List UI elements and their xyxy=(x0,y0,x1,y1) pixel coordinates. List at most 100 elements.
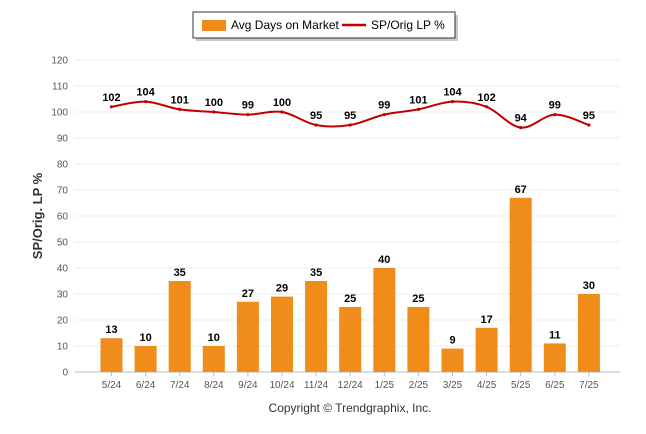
line-value-label: 99 xyxy=(378,100,390,112)
y-axis-ticks: 0 10 20 30 40 50 60 70 80 90 100 110 120 xyxy=(51,56,68,379)
x-tick-label: 5/24 xyxy=(102,380,122,391)
x-tick-label: 1/25 xyxy=(375,380,395,391)
line-point xyxy=(280,110,284,114)
y-tick-label: 60 xyxy=(57,212,69,223)
line-point xyxy=(382,113,386,117)
x-tick-label: 2/25 xyxy=(409,380,429,391)
line-point xyxy=(212,110,216,114)
bar xyxy=(271,296,293,372)
line-value-label: 99 xyxy=(242,100,254,112)
bar xyxy=(202,346,225,372)
line-value-label: 102 xyxy=(102,92,120,104)
x-tick-label: 3/25 xyxy=(443,380,463,391)
y-tick-label: 70 xyxy=(57,186,69,197)
line-data-labels: 102 104 101 100 99 100 95 95 99 101 104 102 94 99 95 xyxy=(102,87,595,125)
x-tick-label: 9/24 xyxy=(238,380,258,391)
line-point xyxy=(416,107,420,111)
line-value-label: 94 xyxy=(515,113,528,125)
bar xyxy=(305,281,328,372)
y-tick-label: 30 xyxy=(57,290,69,301)
line-point xyxy=(587,123,591,127)
legend-swatch-bar xyxy=(202,20,226,31)
x-tick-label: 10/24 xyxy=(269,380,294,391)
line-value-label: 104 xyxy=(443,87,462,99)
bar xyxy=(577,294,600,372)
x-tick-label: 12/24 xyxy=(338,380,363,391)
line-value-label: 101 xyxy=(409,94,427,106)
x-tick-label: 8/24 xyxy=(204,380,224,391)
bar xyxy=(407,307,430,372)
line-value-label: 101 xyxy=(171,94,189,106)
y-tick-label: 110 xyxy=(52,82,68,93)
line-value-label: 95 xyxy=(310,110,322,122)
line-point xyxy=(553,113,557,117)
y-tick-label: 90 xyxy=(57,134,69,145)
bar xyxy=(236,301,259,372)
line-point xyxy=(348,123,352,127)
line-value-label: 95 xyxy=(583,110,595,122)
x-tick-label: 11/24 xyxy=(304,380,329,391)
bar-value-label: 67 xyxy=(515,184,527,196)
x-tick-label: 6/25 xyxy=(545,380,565,391)
bar-value-label: 10 xyxy=(208,332,220,344)
line-value-label: 100 xyxy=(205,97,223,109)
bar-value-label: 40 xyxy=(378,254,390,266)
line-series xyxy=(109,100,591,130)
legend-box xyxy=(192,11,456,39)
y-tick-label: 0 xyxy=(62,368,68,379)
bar-value-label: 29 xyxy=(276,283,288,295)
bar xyxy=(441,348,464,372)
bar xyxy=(168,281,191,372)
y-axis-label: SP/Orig. LP % xyxy=(30,172,45,259)
bar-series xyxy=(100,197,600,372)
line-point xyxy=(109,105,114,109)
bar-value-label: 11 xyxy=(549,329,561,341)
bar xyxy=(509,197,532,372)
bar xyxy=(373,268,396,372)
line-point xyxy=(314,123,318,127)
x-tick-label: 5/25 xyxy=(511,380,531,391)
bar-value-label: 13 xyxy=(105,324,117,336)
bar-value-label: 35 xyxy=(174,267,186,279)
line-point xyxy=(519,126,523,130)
bar xyxy=(543,343,566,372)
bar xyxy=(134,346,157,372)
y-tick-label: 100 xyxy=(51,108,68,119)
legend-label-line: SP/Orig LP % xyxy=(371,18,445,32)
legend-label-bar: Avg Days on Market xyxy=(231,18,339,32)
bar-value-label: 30 xyxy=(583,280,595,292)
x-tick-label: 7/24 xyxy=(170,380,190,391)
bar-value-label: 9 xyxy=(449,335,455,347)
y-tick-label: 20 xyxy=(57,316,69,327)
line-point xyxy=(178,107,182,111)
bar xyxy=(100,338,123,372)
line-point xyxy=(450,100,455,104)
y-tick-label: 120 xyxy=(51,56,68,67)
bar-value-label: 35 xyxy=(310,267,322,279)
line-value-label: 99 xyxy=(549,100,561,112)
x-axis-ticks: 5/24 6/24 7/24 8/24 9/24 10/24 11/24 12/24 1/25 2… xyxy=(102,372,599,391)
y-tick-label: 10 xyxy=(57,342,69,353)
line-point xyxy=(144,100,148,104)
line-value-label: 100 xyxy=(273,97,291,109)
bar-value-label: 17 xyxy=(480,314,492,326)
bar-value-label: 25 xyxy=(344,293,356,305)
x-tick-label: 4/25 xyxy=(477,380,497,391)
bar-value-label: 25 xyxy=(412,293,424,305)
copyright-footer: Copyright © Trendgraphix, Inc. xyxy=(269,401,432,415)
bar-data-labels: 13 10 35 10 27 29 35 25 40 25 9 17 67 11 30 xyxy=(105,184,595,347)
x-tick-label: 7/25 xyxy=(579,380,599,391)
line-value-label: 104 xyxy=(136,87,155,99)
line-point xyxy=(485,105,489,109)
line-value-label: 95 xyxy=(344,110,356,122)
y-tick-label: 50 xyxy=(57,238,69,249)
line-value-label: 102 xyxy=(477,92,495,104)
y-tick-label: 40 xyxy=(57,264,69,275)
bar xyxy=(339,307,362,372)
y-tick-label: 80 xyxy=(57,160,69,171)
bar xyxy=(475,327,498,372)
x-tick-label: 6/24 xyxy=(136,380,156,391)
bar-value-label: 10 xyxy=(139,332,151,344)
